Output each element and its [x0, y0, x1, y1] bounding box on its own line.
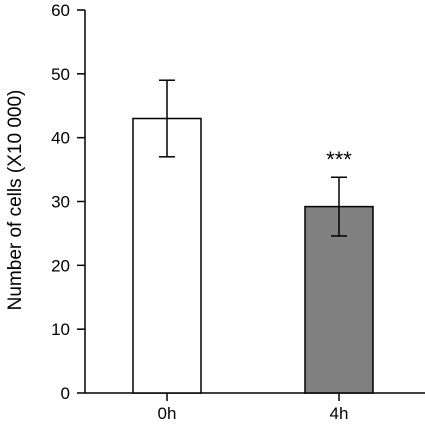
error-bars [159, 79, 347, 237]
annotations: *** [326, 147, 352, 172]
y-axis-label: Number of cells (X10 000) [5, 90, 26, 311]
y-tick-label: 40 [51, 129, 70, 148]
x-tick-label: 0h [158, 404, 177, 423]
bar-0h [132, 117, 202, 394]
x-axis: 0h 4h [85, 392, 425, 423]
y-tick-label: 20 [51, 256, 70, 275]
y-tick-label: 50 [51, 65, 70, 84]
y-tick-label: 10 [51, 320, 70, 339]
bar-4h [304, 205, 374, 394]
x-tick-label: 4h [330, 404, 349, 423]
y-tick-label: 0 [61, 384, 70, 403]
y-axis: 0 10 20 30 40 50 60 [51, 1, 86, 403]
significance-marker: *** [326, 147, 352, 172]
y-tick-label: 60 [51, 1, 70, 20]
y-tick-label: 30 [51, 193, 70, 212]
bars [132, 117, 374, 394]
